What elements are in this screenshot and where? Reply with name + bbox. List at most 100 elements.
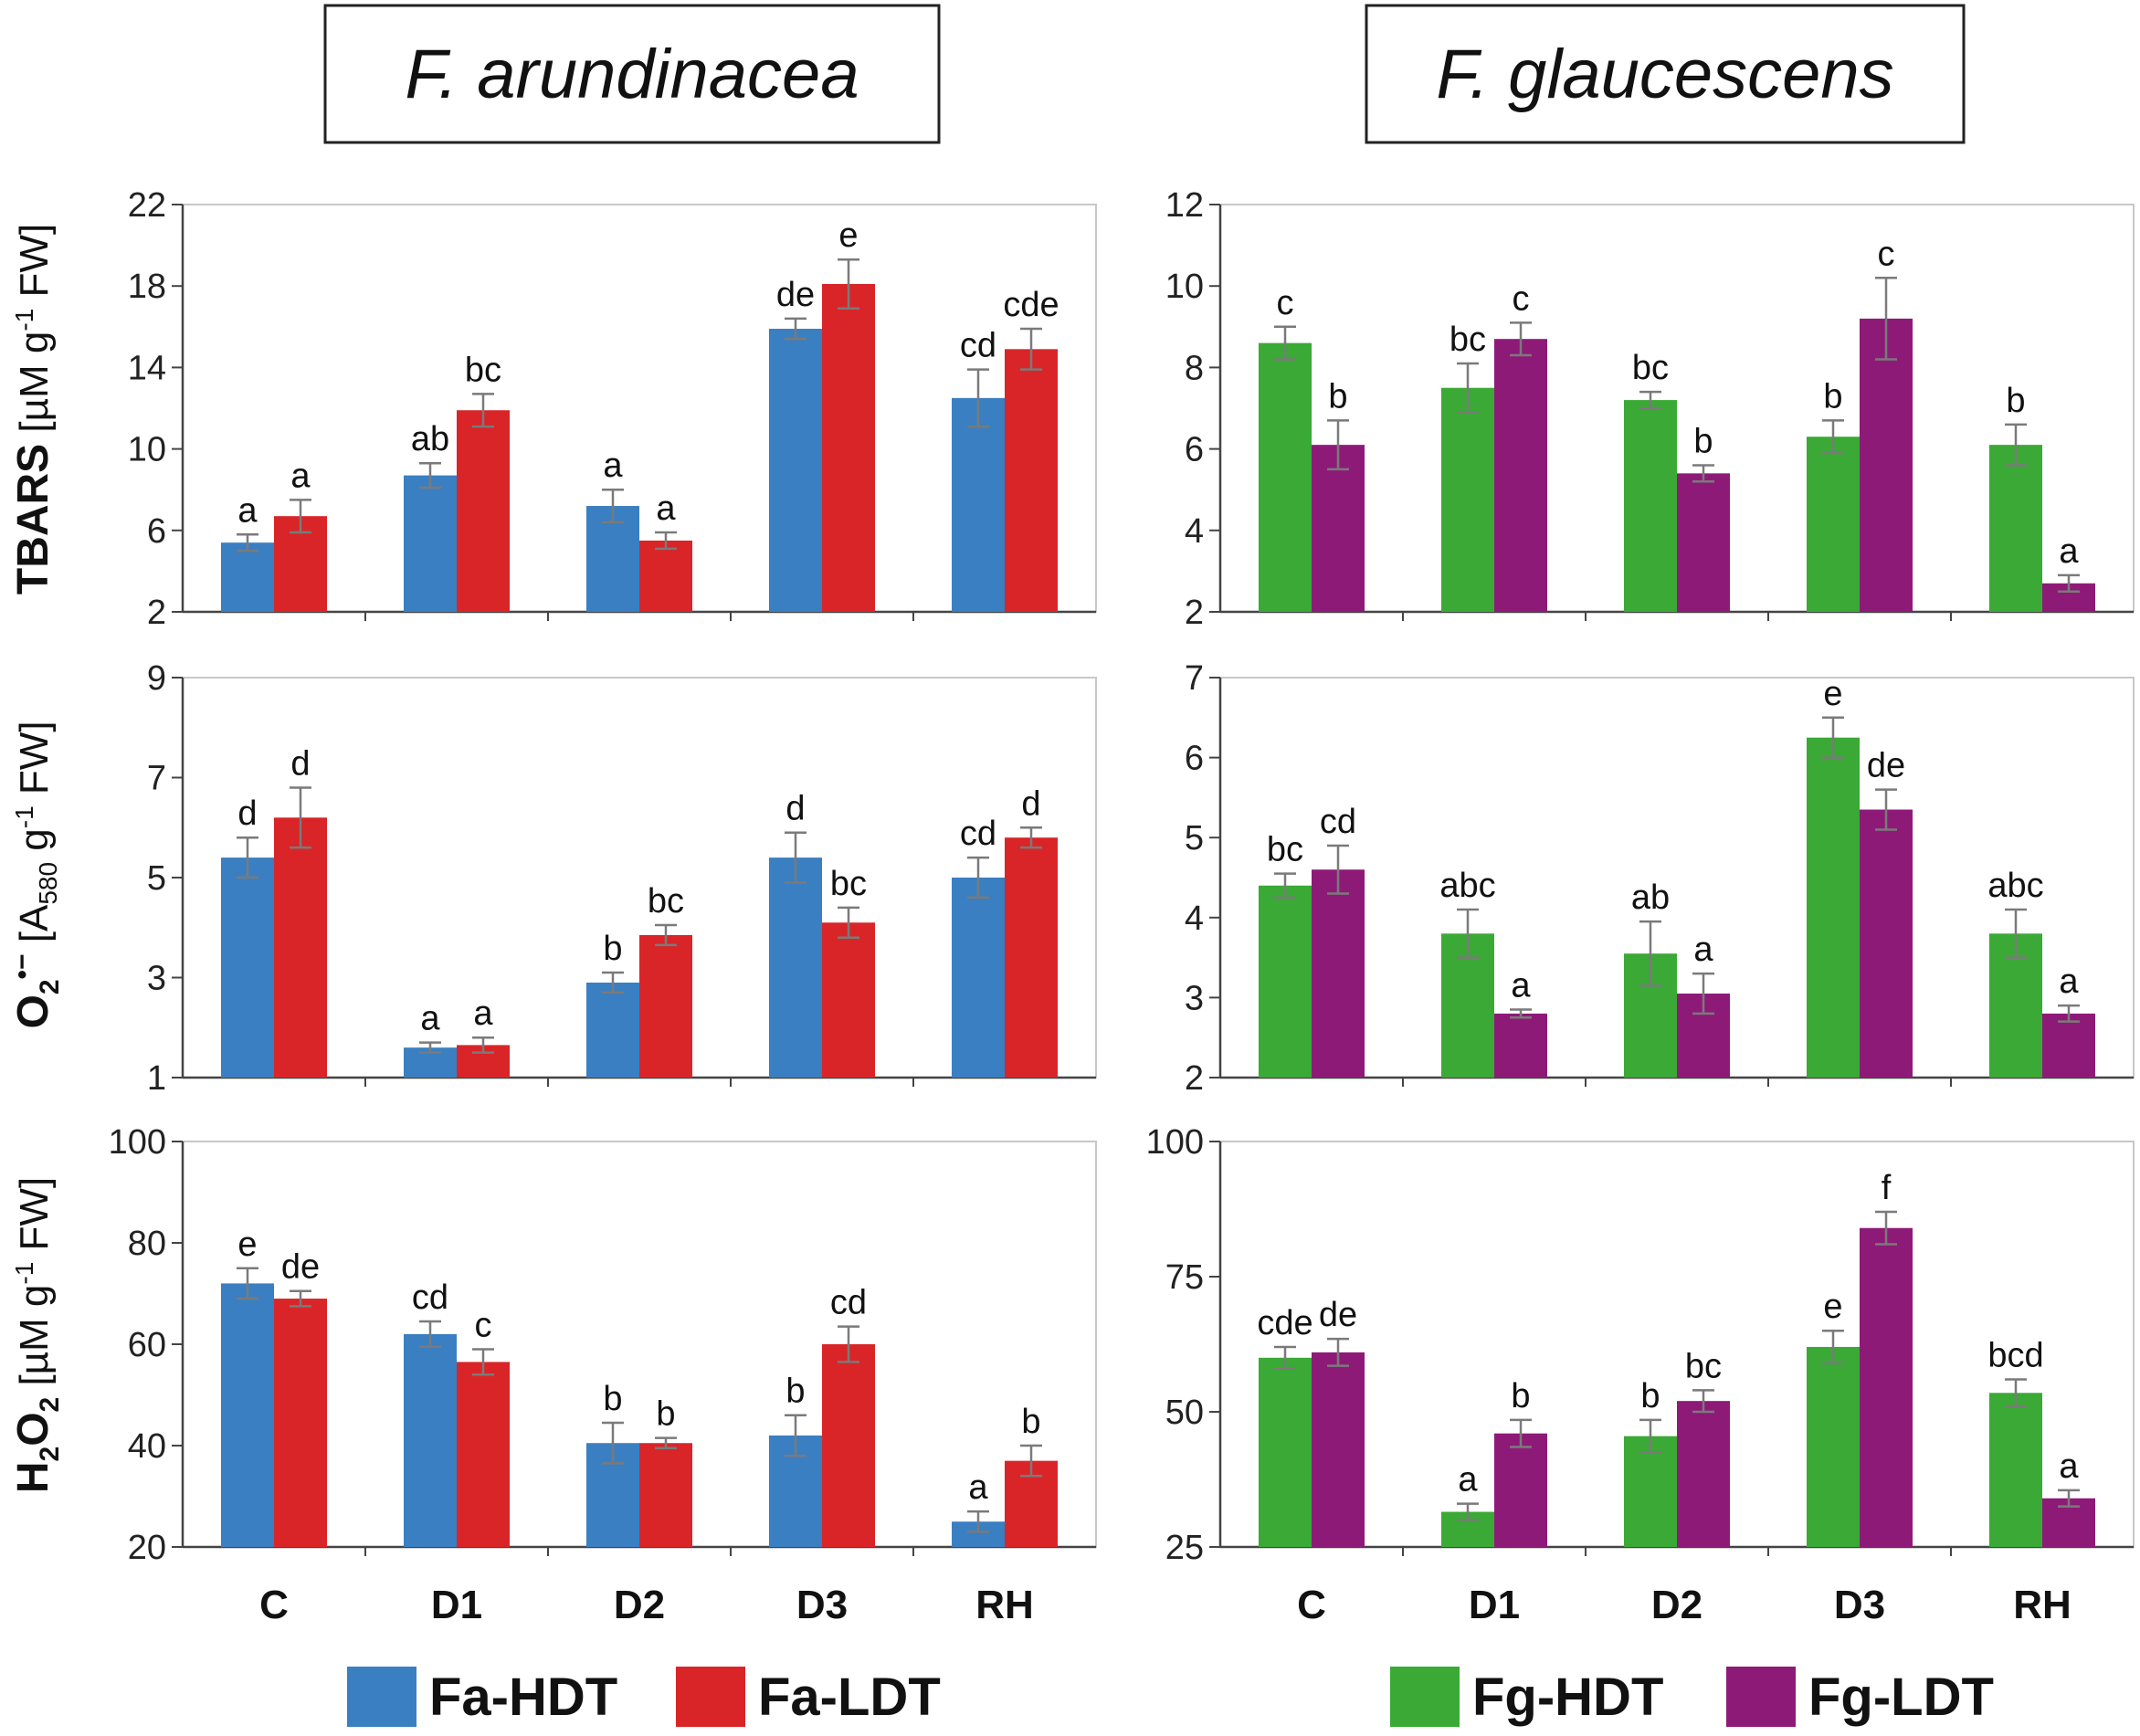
significance-label: de [281,1248,320,1287]
title-box-right: F. glaucescens [1365,4,1966,144]
y-tick-label: 10 [1165,268,1204,306]
significance-label: e [1823,1288,1842,1326]
significance-label: cd [830,1284,867,1322]
significance-label: a [1693,931,1713,969]
category-label-D2: D2 [1651,1583,1703,1627]
bar-Fa-LDT-D3 [822,283,875,612]
significance-label: c [1878,235,1895,273]
bar-Fa-LDT-D1 [457,1362,510,1547]
bar-Fa-HDT-D1 [404,475,457,612]
category-label-RH: RH [975,1583,1034,1627]
bar-Fg-LDT-D3 [1860,318,1913,612]
legend-item-Fa-LDT: Fa-LDT [676,1667,941,1727]
bar-Fa-HDT-D3 [769,329,822,612]
significance-label: b [1693,422,1713,460]
bar-Fa-LDT-D1 [457,410,510,612]
bar-Fa-LDT-D2 [639,934,692,1078]
significance-label: ab [411,420,449,458]
significance-label: b [1823,377,1842,416]
significance-label: bc [465,351,501,389]
significance-label: de [1319,1296,1357,1334]
y-tick-label: 5 [1185,819,1204,857]
y-tick-label: 60 [128,1326,166,1364]
significance-label: bc [830,865,867,903]
bar-Fg-LDT-C [1312,869,1365,1078]
ylabel-o2: O2•− [A580 g-1 FW] [7,721,65,1028]
significance-label: a [1458,1461,1478,1499]
bar-Fg-LDT-D3 [1860,1227,1913,1547]
significance-label: bcd [1987,1336,2043,1374]
significance-label: a [237,491,258,530]
bar-Fg-HDT-RH [1989,445,2042,612]
bar-Fg-LDT-D1 [1494,1433,1547,1547]
bar-Fg-HDT-D2 [1624,400,1677,612]
category-label-C: C [259,1583,289,1627]
significance-label: d [1021,784,1040,823]
y-tick-label: 2 [1185,1059,1204,1098]
significance-label: c [1513,279,1530,318]
significance-label: abc [1439,867,1495,905]
legend-swatch [347,1667,416,1727]
bar-Fa-LDT-C [274,1299,327,1547]
significance-label: a [2059,1447,2079,1486]
significance-label: a [473,994,493,1033]
significance-label: bc [648,882,684,921]
y-tick-label: 80 [128,1225,166,1263]
category-label-C: C [1297,1583,1326,1627]
legend-swatch [1726,1667,1796,1727]
significance-label: a [290,457,311,495]
y-tick-label: 22 [128,186,166,225]
significance-label: b [785,1373,805,1411]
significance-label: a [2059,532,2079,571]
significance-label: f [1882,1169,1892,1207]
bar-Fa-LDT-D3 [822,1344,875,1547]
legend-label: Fa-HDT [429,1668,617,1727]
legend-item-Fa-HDT: Fa-HDT [347,1667,617,1727]
y-tick-label: 6 [1185,431,1204,469]
bar-Fa-LDT-D2 [639,1443,692,1547]
y-tick-label: 2 [147,594,166,632]
significance-label: a [968,1468,988,1507]
y-tick-label: 3 [147,960,166,998]
title-right: F. glaucescens [1436,36,1893,113]
y-tick-label: 5 [147,859,166,898]
y-tick-label: 75 [1165,1258,1204,1297]
bar-Fg-LDT-D1 [1494,339,1547,612]
chart-grid: 2610141822aaabbcaadeecdcde24681012cbbccb… [109,186,2135,1567]
bar-Fa-HDT-C [221,857,274,1078]
category-axis-labels: C D1 D2 D3 RH C D1 D2 D3 RH [259,1583,2071,1627]
significance-label: e [1823,675,1842,713]
y-tick-label: 10 [128,431,166,469]
significance-label: bc [1632,349,1669,387]
significance-label: de [776,276,815,314]
significance-label: c [475,1307,492,1345]
bar-Fg-LDT-D2 [1677,1401,1730,1547]
significance-label: cde [1257,1304,1312,1342]
category-label-D1: D1 [1469,1583,1520,1627]
significance-label: b [1328,377,1347,416]
bar-Fg-HDT-C [1259,885,1312,1078]
bar-Fa-LDT-RH [1005,349,1058,612]
legend-item-Fg-HDT: Fg-HDT [1390,1667,1663,1727]
bar-Fg-LDT-D2 [1677,473,1730,612]
bar-Fg-HDT-C [1259,1357,1312,1547]
y-tick-label: 1 [147,1059,166,1098]
significance-label: a [1511,967,1531,1005]
legend-label: Fa-LDT [758,1668,941,1727]
significance-label: ab [1631,879,1670,917]
y-tick-label: 4 [1185,512,1204,551]
bar-Fa-HDT-RH [952,397,1005,612]
bar-Fg-HDT-D2 [1624,1436,1677,1547]
legend-item-Fg-LDT: Fg-LDT [1726,1667,1994,1727]
significance-label: a [2059,963,2079,1001]
significance-label: e [237,1226,257,1264]
significance-label: e [838,216,858,255]
significance-label: b [1021,1403,1040,1441]
y-tick-label: 14 [128,349,166,387]
bar-Fg-LDT-C [1312,1352,1365,1547]
bar-Fg-HDT-D3 [1807,737,1860,1078]
significance-label: b [1640,1377,1660,1415]
